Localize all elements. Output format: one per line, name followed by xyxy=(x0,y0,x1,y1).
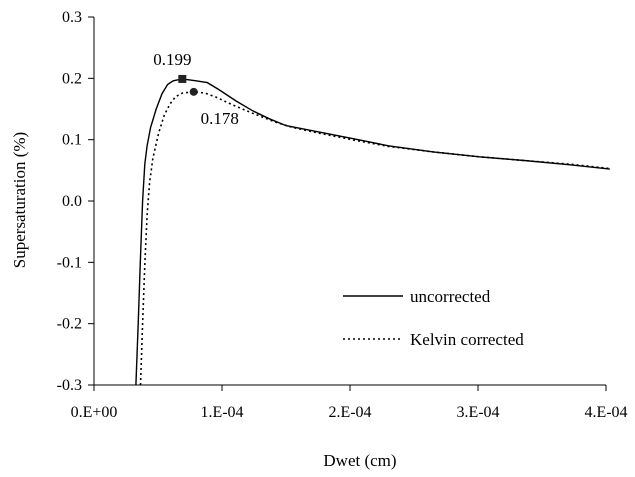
series-kelvin-corrected xyxy=(139,90,610,386)
axes xyxy=(93,17,606,386)
x-tick-label: 4.E-04 xyxy=(584,404,627,421)
y-ticks: -0.3 -0.2 -0.1 0.0 0.1 0.2 0.3 xyxy=(57,9,94,394)
legend-label-uncorrected: uncorrected xyxy=(410,287,491,306)
peak-marker-kelvin-corrected xyxy=(189,87,198,96)
peak-label-uncorrected: 0.199 xyxy=(153,50,191,69)
x-tick-label: 2.E-04 xyxy=(328,404,371,421)
y-tick-label: 0.2 xyxy=(62,70,82,87)
y-axis-title: Supersaturation (%) xyxy=(10,132,29,268)
y-tick-label: -0.1 xyxy=(57,254,82,271)
x-tick-label: 1.E-04 xyxy=(200,404,243,421)
series-layer xyxy=(135,78,610,386)
x-tick-label: 0.E+00 xyxy=(71,404,118,421)
y-tick-label: -0.2 xyxy=(57,316,82,333)
marker-layer: 0.199 0.178 xyxy=(153,50,239,128)
y-tick-label: -0.3 xyxy=(57,377,82,394)
x-axis-title: Dwet (cm) xyxy=(323,451,396,470)
y-tick-label: 0.3 xyxy=(62,9,82,26)
x-ticks: 0.E+00 1.E-04 2.E-04 3.E-04 4.E-04 xyxy=(71,385,628,421)
peak-marker-uncorrected xyxy=(178,74,187,83)
peak-label-kelvin-corrected: 0.178 xyxy=(201,109,239,128)
y-tick-label: 0.1 xyxy=(62,132,82,149)
x-tick-label: 3.E-04 xyxy=(456,404,499,421)
legend-label-kelvin-corrected: Kelvin corrected xyxy=(410,330,524,349)
legend: uncorrected Kelvin corrected xyxy=(343,287,524,349)
y-tick-label: 0.0 xyxy=(62,193,82,210)
